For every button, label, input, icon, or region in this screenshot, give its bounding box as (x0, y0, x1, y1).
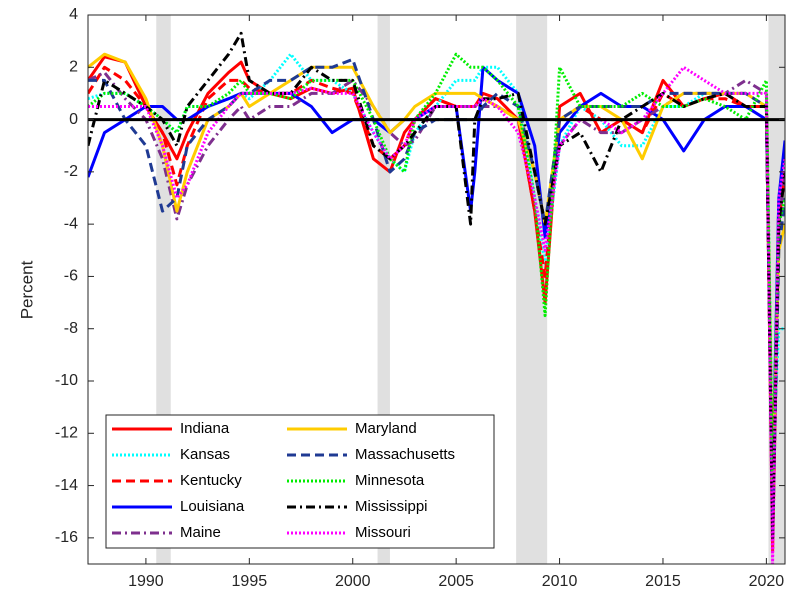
legend-label: Maine (180, 524, 221, 541)
series-line (88, 31, 785, 540)
legend-label: Massachusetts (355, 446, 455, 463)
legend-label: Indiana (180, 420, 230, 437)
axes-box (87, 14, 786, 565)
y-tick-label: 2 (69, 59, 78, 76)
legend-label: Minnesota (355, 472, 425, 489)
x-tick-label: 2020 (749, 573, 785, 590)
x-tick-label: 1990 (128, 573, 164, 590)
y-tick-label: -12 (55, 425, 78, 442)
x-tick-label: 2015 (645, 573, 681, 590)
y-tick-label: -2 (64, 163, 78, 180)
legend-label: Missouri (355, 524, 411, 541)
legend-label: Kansas (180, 446, 230, 463)
y-tick-label: -16 (55, 529, 78, 546)
y-tick-label: -4 (64, 215, 78, 232)
legend: Indiana Kansas Kentucky Louisiana Maine Maryl… (105, 414, 495, 549)
x-tick-label: 1995 (232, 573, 268, 590)
x-tick-label: 2000 (335, 573, 371, 590)
legend-label: Maryland (355, 420, 417, 437)
x-tick-label: 2010 (542, 573, 578, 590)
legend-label: Mississippi (355, 498, 428, 515)
y-axis-label: Percent (17, 260, 36, 319)
legend-label: Kentucky (180, 472, 242, 489)
y-tick-label: -14 (55, 477, 78, 494)
plot-lines (88, 31, 785, 564)
y-tick-label: -8 (64, 320, 78, 337)
y-tick-label: 4 (69, 6, 78, 23)
y-tick-label: -6 (64, 268, 78, 285)
y-tick-label: 0 (69, 111, 78, 128)
y-tick-label: -10 (55, 372, 78, 389)
legend-label: Louisiana (180, 498, 245, 515)
x-tick-label: 2005 (438, 573, 474, 590)
